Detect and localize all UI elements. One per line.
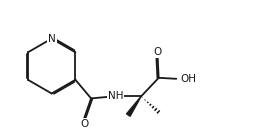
Text: NH: NH [108, 91, 123, 101]
Text: O: O [80, 119, 88, 129]
Text: O: O [154, 47, 162, 57]
Polygon shape [126, 96, 141, 116]
Text: OH: OH [180, 74, 196, 84]
Text: N: N [48, 34, 55, 44]
